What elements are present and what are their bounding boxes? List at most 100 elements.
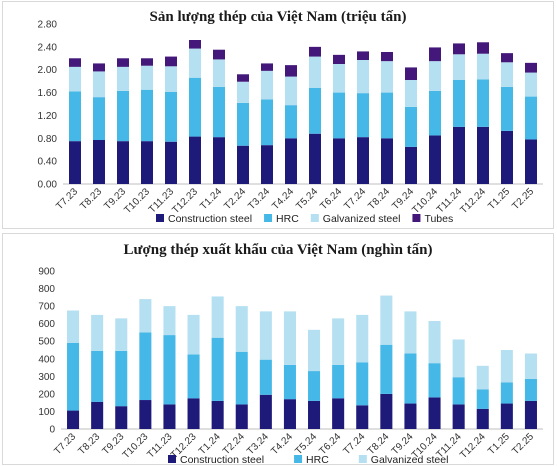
bar-construction <box>333 138 345 184</box>
bar-galvanized <box>189 48 201 78</box>
legend-swatch-construction <box>168 455 176 463</box>
bar-hrc <box>356 362 369 406</box>
bar-galvanized <box>309 56 321 88</box>
bar-galvanized <box>476 365 489 390</box>
bar-construction <box>237 145 249 184</box>
bar-construction <box>283 399 296 429</box>
bar-hrc <box>309 88 321 134</box>
bar-hrc <box>67 342 80 411</box>
bar-construction <box>93 140 105 184</box>
bar-hrc <box>380 344 393 394</box>
bar-tubes <box>141 58 153 66</box>
bar-hrc <box>91 350 104 402</box>
x-tick-label: T2.24 <box>222 186 248 212</box>
bar-hrc <box>139 332 152 401</box>
bar-hrc <box>235 351 248 405</box>
y-tick-label: 700 <box>38 302 55 313</box>
bar-hrc <box>261 99 273 146</box>
x-tick-label: T10.23 <box>121 431 151 461</box>
bar-hrc <box>381 92 393 139</box>
bar-tubes <box>189 40 201 49</box>
legend-label-hrc: HRC <box>306 454 329 466</box>
bar-galvanized <box>139 299 152 333</box>
bar-hrc <box>93 97 105 140</box>
bar-construction <box>356 405 369 429</box>
bar-construction <box>332 398 345 429</box>
bar-galvanized <box>91 314 104 351</box>
bar-tubes <box>381 52 393 62</box>
bar-galvanized <box>93 71 105 98</box>
x-tick-label: T2.25 <box>510 186 536 212</box>
legend-swatch-construction <box>156 214 164 222</box>
bar-galvanized <box>501 62 513 87</box>
x-tick-label: T7.24 <box>342 431 368 457</box>
bar-galvanized <box>524 353 537 379</box>
production-chart-title: Sản lượng thép của Việt Nam (triệu tấn) <box>149 9 407 25</box>
bar-hrc <box>453 80 465 127</box>
x-tick-label: T7.23 <box>52 431 78 457</box>
production-chart-panel: Sản lượng thép của Việt Nam (triệu tấn) … <box>2 1 554 229</box>
bar-construction <box>117 141 129 184</box>
bar-hrc <box>211 337 224 401</box>
y-tick-label: 200 <box>38 389 55 400</box>
bar-construction <box>163 404 176 429</box>
bar-galvanized <box>405 80 417 107</box>
bar-galvanized <box>235 306 248 352</box>
bar-galvanized <box>115 318 128 351</box>
bar-hrc <box>333 92 345 139</box>
bar-construction <box>477 126 489 184</box>
legend-label-construction: Construction steel <box>180 454 264 466</box>
bar-hrc <box>117 90 129 142</box>
bar-galvanized <box>381 61 393 93</box>
x-tick-label: T4.24 <box>269 431 295 457</box>
bar-hrc <box>476 389 489 409</box>
bar-hrc <box>524 378 537 401</box>
bar-tubes <box>213 49 225 60</box>
bar-construction <box>524 400 537 429</box>
bar-tubes <box>525 62 537 73</box>
legend-label-hrc: HRC <box>276 213 299 225</box>
y-tick-label: 0 <box>49 425 55 436</box>
bar-tubes <box>261 63 273 71</box>
bar-tubes <box>477 42 489 54</box>
y-tick-label: 800 <box>38 284 55 295</box>
bar-tubes <box>117 58 129 67</box>
bar-hrc <box>357 93 369 138</box>
x-tick-label: T5.24 <box>294 186 320 212</box>
bar-construction <box>500 403 513 429</box>
x-tick-label: T4.24 <box>270 186 296 212</box>
bar-tubes <box>501 53 513 63</box>
bar-tubes <box>333 54 345 64</box>
legend-label-tubes: Tubes <box>424 213 453 225</box>
bar-hrc <box>213 86 225 138</box>
bar-galvanized <box>163 306 176 336</box>
bar-hrc <box>69 91 81 142</box>
bar-construction <box>211 400 224 429</box>
bar-galvanized <box>67 310 80 343</box>
bar-tubes <box>453 43 465 55</box>
x-tick-label: T2.25 <box>510 431 536 457</box>
x-tick-label: T1.25 <box>486 186 512 212</box>
x-tick-label: T10.24 <box>410 186 440 216</box>
export-chart-title: Lượng thép xuất khẩu của Việt Nam (nghìn… <box>123 242 433 258</box>
y-tick-label: 900 <box>38 267 55 278</box>
x-tick-label: T10.23 <box>122 186 152 216</box>
x-tick-label: T3.24 <box>246 186 272 212</box>
bar-construction <box>259 394 272 429</box>
bar-hrc <box>283 364 296 400</box>
bar-hrc <box>165 92 177 142</box>
y-tick-label: 0.40 <box>38 157 58 168</box>
legend-swatch-hrc <box>294 455 303 463</box>
bar-galvanized <box>429 61 441 91</box>
y-tick-label: 2.80 <box>38 20 58 31</box>
bar-hrc <box>428 363 441 398</box>
bar-construction <box>213 137 225 184</box>
x-tick-label: T7.23 <box>54 186 80 212</box>
bar-hrc <box>429 90 441 136</box>
legend-label-galvanized: Galvanized steel <box>371 454 449 466</box>
bar-galvanized <box>333 64 345 93</box>
bar-galvanized <box>213 59 225 87</box>
bar-galvanized <box>356 314 369 363</box>
bar-hrc <box>525 96 537 140</box>
bar-construction <box>235 404 248 429</box>
